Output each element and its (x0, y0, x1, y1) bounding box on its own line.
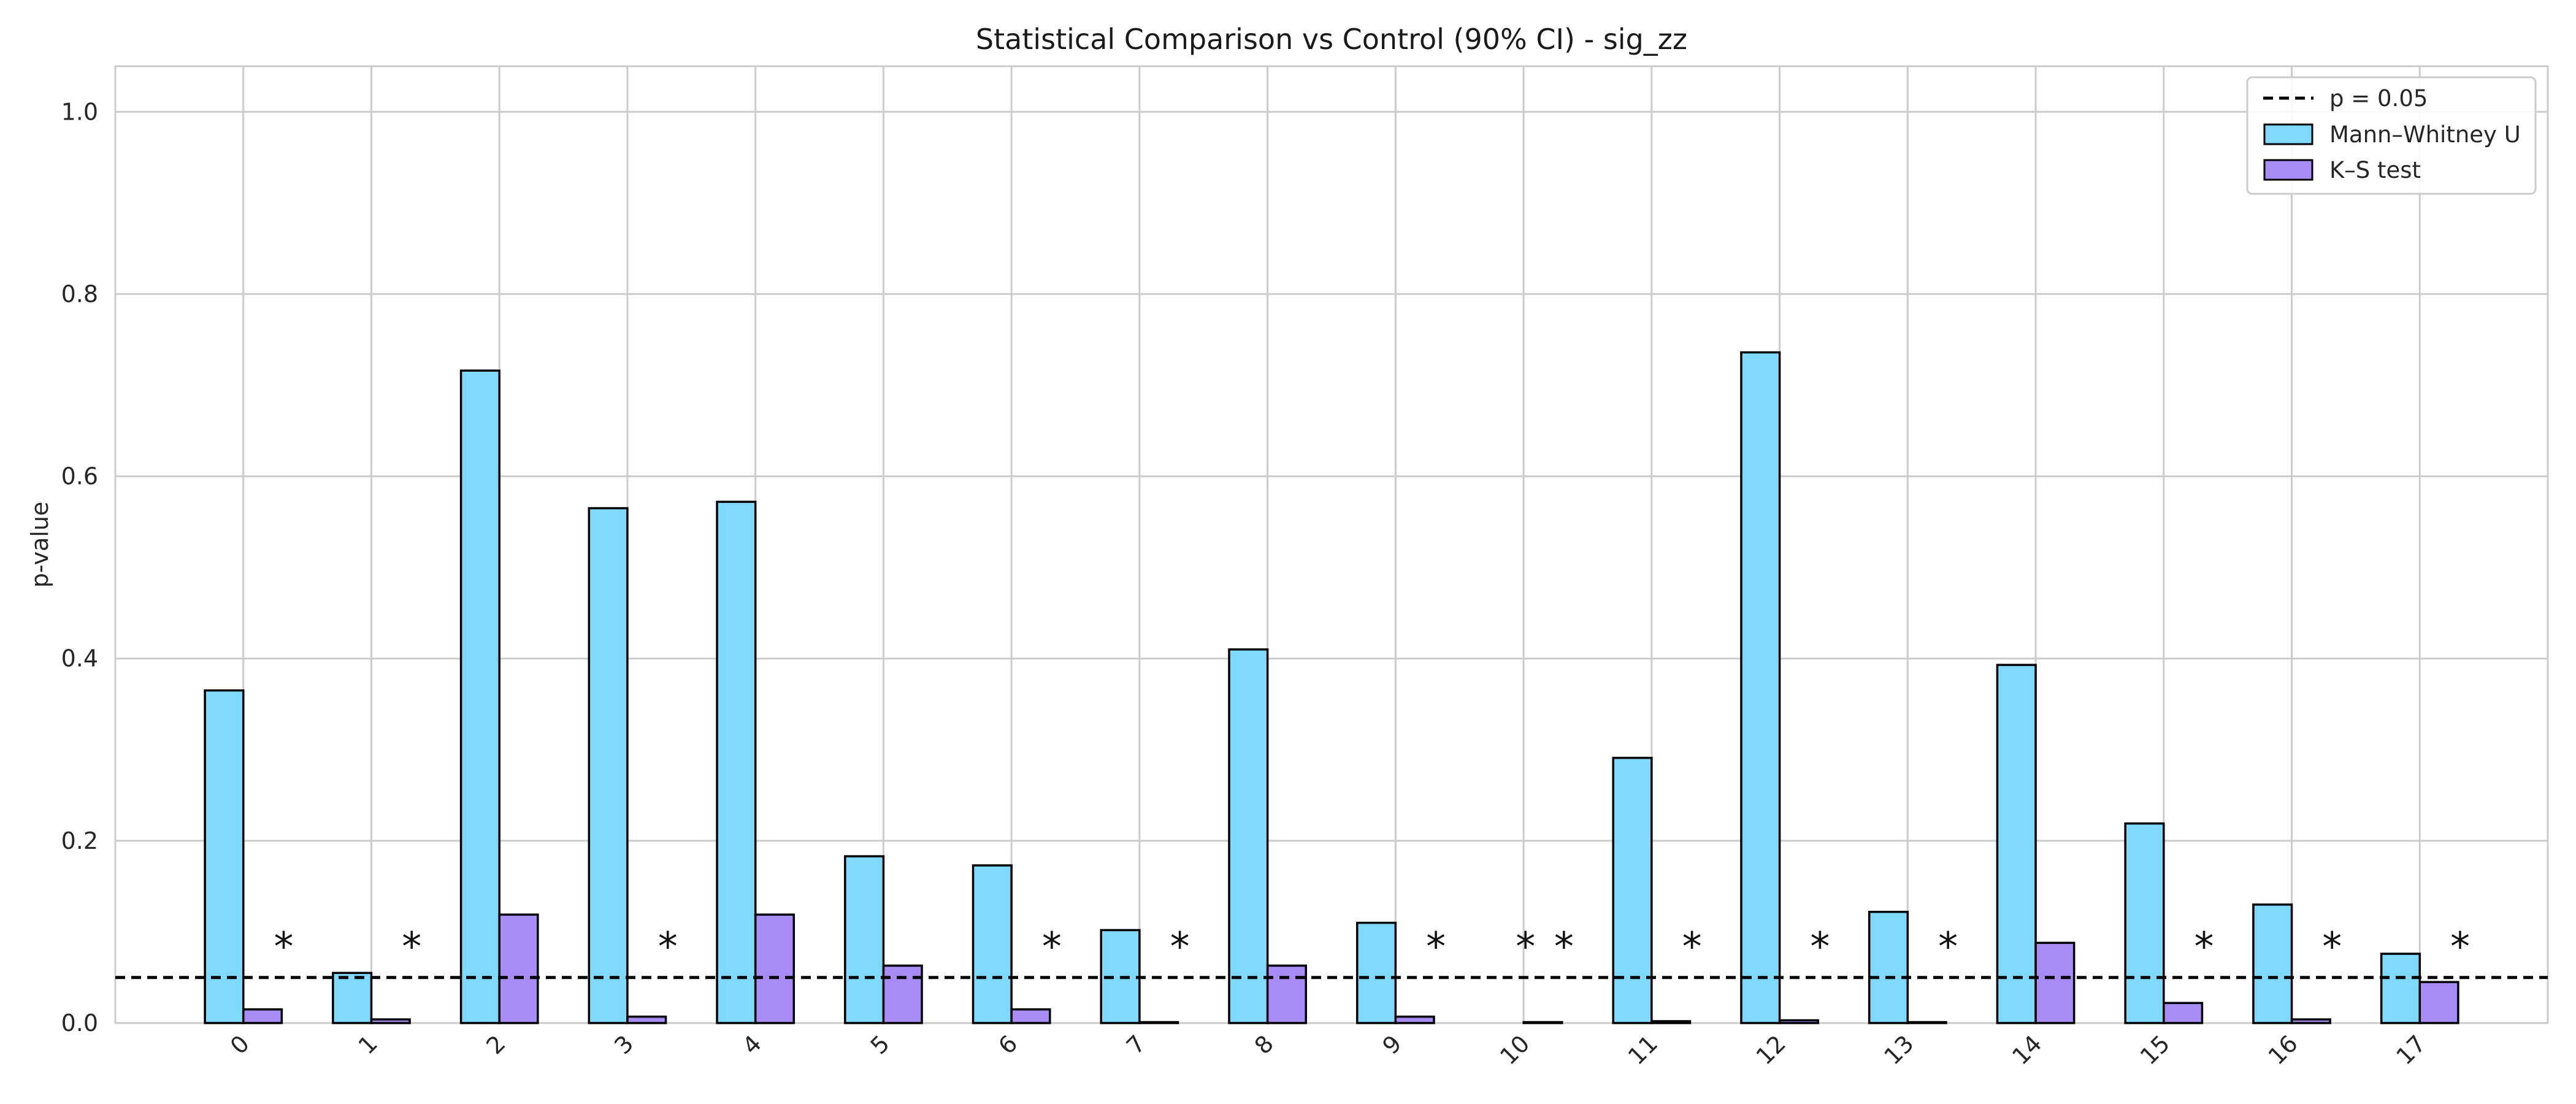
x-tick-label: 16 (2263, 1030, 2303, 1070)
y-tick-label: 0.4 (61, 645, 98, 672)
significance-star: * (2450, 925, 2470, 970)
bars (204, 351, 2459, 1024)
bar-mann-whitney-u-17 (2380, 953, 2421, 1024)
bar-k-s-test-6 (1010, 1008, 1051, 1024)
y-tick-label: 1.0 (61, 98, 98, 125)
bar-k-s-test-17 (2418, 981, 2459, 1024)
bar-mann-whitney-u-4 (716, 500, 757, 1024)
x-tick-label: 15 (2135, 1030, 2175, 1070)
x-tick-label: 1 (353, 1030, 383, 1059)
x-tick-label: 2 (481, 1030, 510, 1059)
bar-k-s-test-7 (1138, 1021, 1179, 1024)
y-tick-label: 0.6 (61, 463, 98, 490)
significance-star: * (1682, 925, 1702, 970)
significance-star: * (1810, 925, 1830, 970)
bar-k-s-test-1 (370, 1018, 411, 1024)
significance-marks: * * * * * * * * * * * * * * (274, 925, 2470, 970)
x-tick-label: 0 (225, 1030, 255, 1059)
legend-label-mann-whitney: Mann–Whitney U (2329, 121, 2521, 148)
bar-mann-whitney-u-3 (588, 507, 629, 1024)
significance-star: * (1170, 925, 1190, 970)
y-tick-label: 0.0 (61, 1010, 98, 1037)
bar-mann-whitney-u-13 (1868, 910, 1909, 1024)
bar-k-s-test-9 (1394, 1015, 1435, 1024)
bar-mann-whitney-u-9 (1355, 921, 1397, 1024)
significance-star: * (2195, 925, 2214, 970)
bar-k-s-test-13 (1906, 1021, 1947, 1024)
bar-mann-whitney-u-0 (204, 689, 245, 1024)
y-axis-ticks: 0.0 0.2 0.4 0.6 0.8 1.0 (61, 98, 98, 1037)
significance-star: * (274, 925, 293, 970)
bar-k-s-test-5 (882, 964, 923, 1024)
x-tick-label: 8 (1249, 1030, 1279, 1059)
x-tick-label: 13 (1879, 1030, 1919, 1070)
bar-k-s-test-2 (498, 913, 539, 1024)
bar-mann-whitney-u-5 (844, 855, 885, 1024)
significance-star: * (1938, 925, 1958, 970)
x-tick-label: 14 (2007, 1030, 2047, 1070)
bar-k-s-test-8 (1266, 964, 1308, 1024)
bar-k-s-test-4 (754, 913, 795, 1024)
bar-mann-whitney-u-6 (972, 864, 1013, 1024)
legend-swatch-ks-test (2263, 159, 2313, 181)
x-axis-ticks: 0 1 2 3 4 5 6 7 8 9 10 11 12 13 14 15 16 17 (225, 1030, 2431, 1070)
x-tick-label: 17 (2391, 1030, 2431, 1070)
x-tick-label: 10 (1495, 1030, 1535, 1070)
significance-star: * (402, 925, 421, 970)
y-tick-label: 0.8 (61, 280, 98, 307)
significance-star: * (1042, 925, 1062, 970)
legend: p = 0.05 Mann–Whitney U K–S test (2246, 76, 2537, 195)
bar-k-s-test-10 (1522, 1021, 1563, 1024)
bar-k-s-test-0 (242, 1008, 283, 1024)
legend-box (2246, 76, 2537, 195)
bar-k-s-test-14 (2034, 941, 2076, 1024)
legend-swatch-mann-whitney (2263, 123, 2313, 145)
bar-k-s-test-12 (1778, 1019, 1819, 1024)
x-tick-label: 6 (993, 1030, 1022, 1059)
bar-k-s-test-16 (2290, 1018, 2331, 1024)
x-tick-label: 3 (609, 1030, 638, 1059)
chart-title: Statistical Comparison vs Control (90% C… (976, 23, 1687, 56)
bar-k-s-test-3 (626, 1015, 667, 1024)
x-tick-label: 9 (1378, 1030, 1407, 1059)
significance-star: * (658, 925, 678, 970)
significance-star: * (1554, 925, 1574, 970)
bar-mann-whitney-u-15 (2124, 822, 2165, 1024)
bar-mann-whitney-u-14 (1996, 664, 2037, 1024)
bar-k-s-test-11 (1650, 1020, 1692, 1024)
bar-k-s-test-15 (2163, 1002, 2204, 1024)
bar-mann-whitney-u-16 (2252, 903, 2293, 1024)
significance-star: * (1516, 925, 1535, 970)
bar-mann-whitney-u-11 (1612, 756, 1653, 1024)
x-tick-label: 11 (1623, 1030, 1663, 1070)
x-tick-label: 5 (865, 1030, 895, 1059)
significance-star: * (1426, 925, 1446, 970)
bar-mann-whitney-u-12 (1740, 351, 1781, 1024)
legend-label-ks-test: K–S test (2329, 157, 2421, 183)
bar-mann-whitney-u-8 (1228, 648, 1269, 1024)
significance-star: * (2322, 925, 2342, 970)
x-tick-label: 12 (1751, 1030, 1791, 1070)
x-tick-label: 7 (1121, 1030, 1151, 1059)
bar-mann-whitney-u-1 (332, 972, 373, 1024)
bar-mann-whitney-u-2 (459, 369, 500, 1024)
x-tick-label: 4 (737, 1030, 767, 1059)
legend-threshold-label: p = 0.05 (2329, 85, 2428, 112)
y-tick-label: 0.2 (61, 827, 98, 854)
y-axis-label: p-value (26, 502, 53, 588)
